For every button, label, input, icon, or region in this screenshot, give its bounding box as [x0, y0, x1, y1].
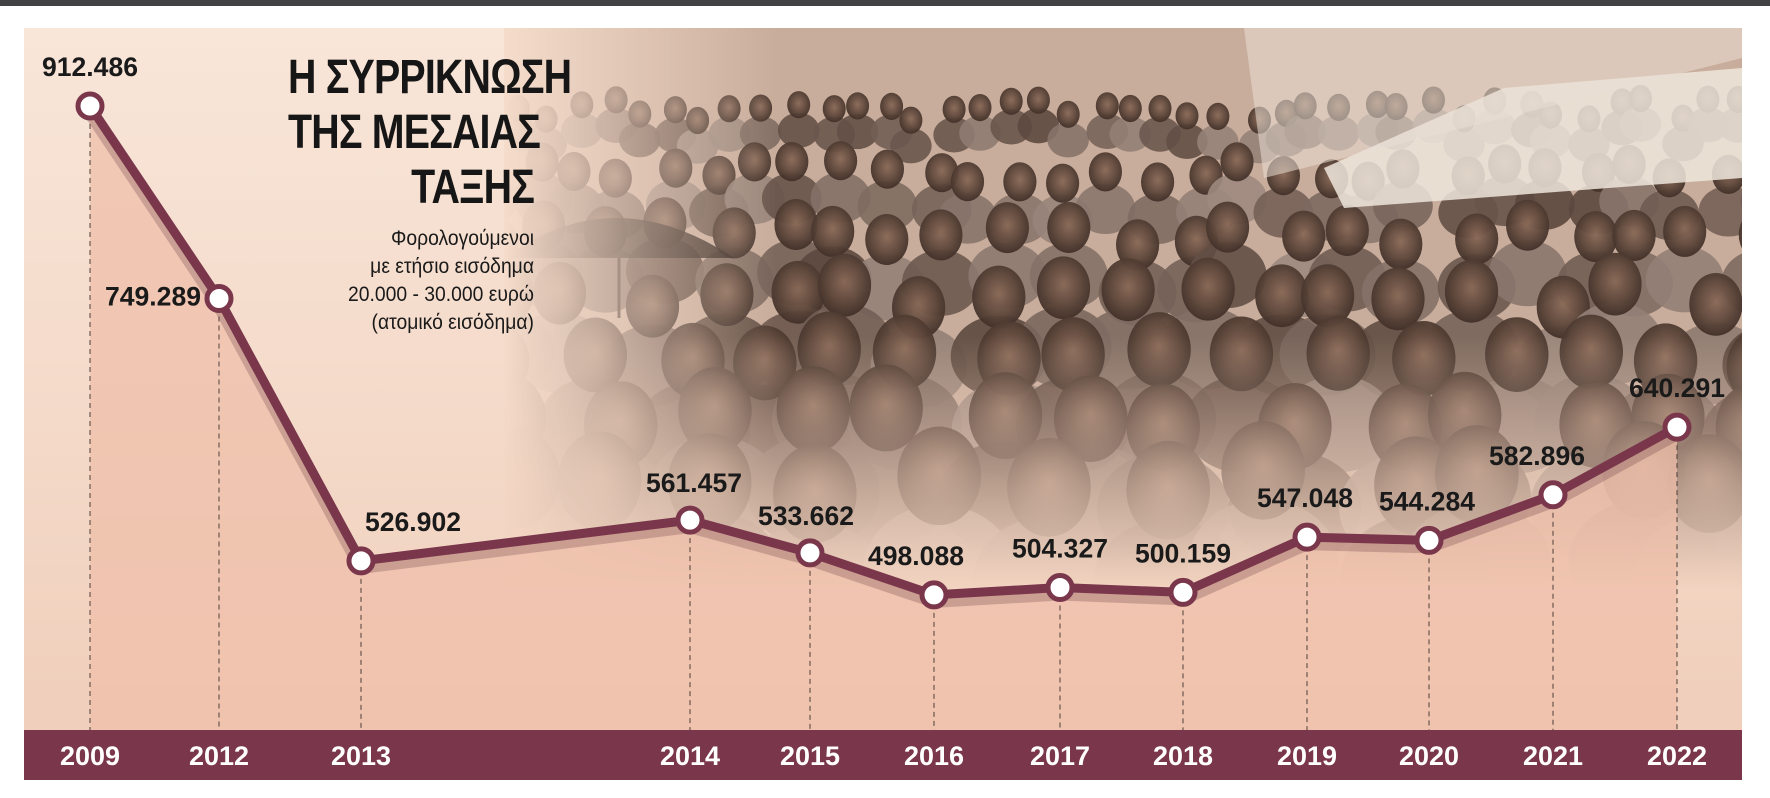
x-tick-label-2021: 2021: [1523, 741, 1583, 771]
value-label-2018: 500.159: [1135, 538, 1231, 568]
x-tick-label-2015: 2015: [780, 741, 840, 771]
value-label-2017: 504.327: [1012, 534, 1108, 564]
subtitle-line-2: με ετήσιο εισόδημα: [370, 255, 534, 278]
x-tick-label-2017: 2017: [1030, 741, 1090, 771]
x-tick-label-2013: 2013: [331, 741, 391, 771]
x-tick-label-2016: 2016: [904, 741, 964, 771]
title-line-3: ΤΑΞΗΣ: [411, 161, 535, 214]
value-label-2019: 547.048: [1257, 483, 1353, 513]
data-point-2013: [346, 546, 376, 576]
chart-title: Η ΣΥΡΡΙΚΝΩΣΗ ΤΗΣ ΜΕΣΑΙΑΣ ΤΑΞΗΣ: [288, 50, 572, 215]
data-point-2021: [1538, 480, 1568, 510]
data-point-2014: [675, 505, 705, 535]
x-tick-label-2009: 2009: [60, 741, 120, 771]
value-label-2014: 561.457: [646, 468, 742, 498]
value-label-2022: 640.291: [1629, 373, 1725, 403]
x-axis-band: 2009 2012 2013 2014 2015 2016 2017 2018 2019 2020…: [24, 730, 1742, 780]
x-tick-label-2019: 2019: [1277, 741, 1337, 771]
data-point-2018: [1168, 577, 1198, 607]
infographic-frame: 912.486 749.289 526.902 561.457 533.662 498.0…: [24, 28, 1742, 780]
data-point-2019: [1292, 522, 1322, 552]
subtitle-line-4: (ατομικό εισόδημα): [371, 311, 534, 334]
value-label-2016: 498.088: [868, 541, 964, 571]
x-tick-label-2012: 2012: [189, 741, 249, 771]
title-line-2: ΤΗΣ ΜΕΣΑΙΑΣ: [288, 106, 541, 159]
chart-subtitle: Φορολογούμενοι με ετήσιο εισόδημα 20.000…: [258, 225, 534, 337]
data-point-2020: [1414, 525, 1444, 555]
value-label-2021: 582.896: [1489, 441, 1585, 471]
value-label-2012: 749.289: [105, 282, 201, 312]
series-line: [85, 101, 1682, 600]
data-point-2012: [204, 284, 234, 313]
data-point-2017: [1045, 573, 1075, 602]
value-label-2020: 544.284: [1379, 486, 1475, 516]
value-label-2013: 526.902: [365, 507, 461, 537]
data-point-2022: [1662, 412, 1692, 442]
value-label-2015: 533.662: [758, 501, 854, 531]
title-line-1: Η ΣΥΡΡΙΚΝΩΣΗ: [288, 51, 572, 104]
data-point-2015: [795, 538, 825, 568]
x-tick-label-2018: 2018: [1153, 741, 1213, 771]
value-label-2009: 912.486: [42, 52, 138, 82]
subtitle-line-3: 20.000 - 30.000 ευρώ: [348, 283, 534, 306]
crowd-photo-background: [504, 28, 1742, 588]
x-tick-label-2020: 2020: [1399, 741, 1459, 771]
line-chart: 912.486 749.289 526.902 561.457 533.662 498.0…: [42, 52, 1725, 730]
x-tick-label-2014: 2014: [660, 741, 720, 771]
data-point-2009: [75, 91, 105, 121]
x-tick-label-2022: 2022: [1647, 741, 1707, 771]
data-point-2016: [919, 580, 949, 610]
area-fill: [90, 106, 1677, 730]
subtitle-line-1: Φορολογούμενοι: [390, 227, 534, 250]
dashed-guides: [89, 105, 1678, 730]
title-block: Η ΣΥΡΡΙΚΝΩΣΗ ΤΗΣ ΜΕΣΑΙΑΣ ΤΑΞΗΣ Φορολογού…: [234, 50, 572, 337]
